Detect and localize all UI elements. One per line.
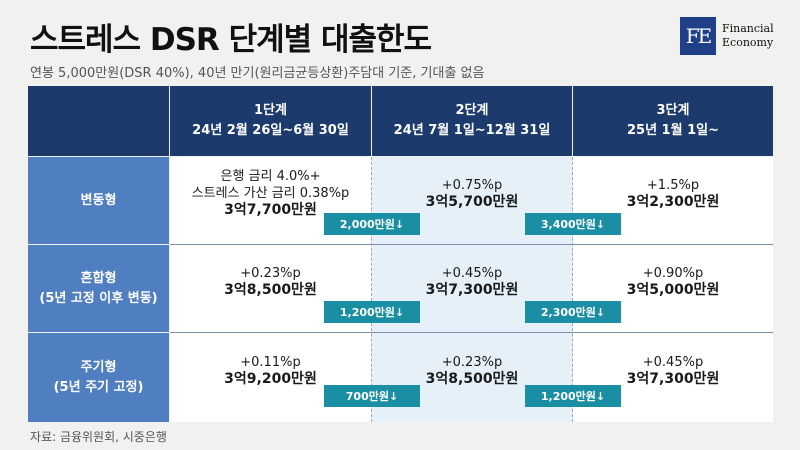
rate-increase: +0.45%p xyxy=(642,354,704,370)
rate-increase: +0.23%p xyxy=(441,354,503,370)
rate-increase: +0.45%p xyxy=(441,265,503,281)
decrease-badge: 3,400만원↓ xyxy=(525,213,621,235)
row-head-variable: 변동형 xyxy=(28,157,169,244)
cell-hybrid-stage-2: +0.45%p 3억7,300만원 xyxy=(372,245,572,332)
row-divider xyxy=(170,332,773,333)
row-name: 혼합형 xyxy=(80,270,117,286)
logo-line-2: Economy xyxy=(722,36,774,49)
row-name: 주기형 xyxy=(80,359,117,375)
loan-limit-amount: 3억7,700만원 xyxy=(224,202,317,218)
cell-periodic-stage-1: +0.11%p 3억9,200만원 xyxy=(170,333,371,422)
decrease-badge: 1,200만원↓ xyxy=(525,385,621,407)
page-title: 스트레스 DSR 단계별 대출한도 xyxy=(30,22,432,58)
loan-limit-amount: 3억7,300만원 xyxy=(626,370,720,387)
stage-1-period: 24년 2월 26일~6월 30일 xyxy=(192,123,349,138)
cell-text-line-1: 은행 금리 4.0%+ xyxy=(220,169,321,184)
row-head-periodic: 주기형 (5년 주기 고정) xyxy=(28,333,169,422)
rate-increase: +0.11%p xyxy=(240,354,301,370)
loan-limit-amount: 3억8,500만원 xyxy=(224,281,317,298)
rate-increase: +1.5%p xyxy=(646,177,700,193)
loan-limit-amount: 3억8,500만원 xyxy=(425,370,519,387)
row-subname: (5년 주기 고정) xyxy=(53,379,144,395)
logo-line-1: Financial xyxy=(722,22,774,35)
stage-2-period: 24년 7월 1일~12월 31일 xyxy=(393,123,551,138)
column-divider xyxy=(572,157,573,422)
header-stage-1: 1단계 24년 2월 26일~6월 30일 xyxy=(170,86,371,156)
loan-limit-amount: 3억2,300만원 xyxy=(626,193,720,210)
comparison-table: 1단계 24년 2월 26일~6월 30일 2단계 24년 7월 1일~12월 … xyxy=(28,86,773,422)
row-subname: (5년 고정 이후 변동) xyxy=(39,290,158,306)
source-note: 자료: 금융위원회, 시중은행 xyxy=(30,430,167,444)
logo-mark: FE xyxy=(680,17,716,55)
row-name: 변동형 xyxy=(80,192,117,208)
publisher-logo: FE Financial Economy xyxy=(680,16,774,56)
stage-3-period: 25년 1월 1일~ xyxy=(626,123,719,138)
cell-hybrid-stage-3: +0.90%p 3억5,000만원 xyxy=(573,245,773,332)
row-head-hybrid: 혼합형 (5년 고정 이후 변동) xyxy=(28,245,169,332)
stage-3-label: 3단계 xyxy=(656,103,690,118)
decrease-badge: 2,000만원↓ xyxy=(324,213,420,235)
logo-text: Financial Economy xyxy=(722,22,774,50)
loan-limit-amount: 3억5,000만원 xyxy=(626,281,720,298)
header-stage-3: 3단계 25년 1월 1일~ xyxy=(573,86,773,156)
decrease-badge: 2,300만원↓ xyxy=(525,301,621,323)
rate-increase: +0.90%p xyxy=(642,265,704,281)
header-stage-2: 2단계 24년 7월 1일~12월 31일 xyxy=(372,86,572,156)
rate-increase: +0.75%p xyxy=(441,177,503,193)
stage-1-label: 1단계 xyxy=(254,103,287,118)
loan-limit-amount: 3억7,300만원 xyxy=(425,281,519,298)
page-subtitle: 연봉 5,000만원(DSR 40%), 40년 만기(원리금균등상환)주담대 … xyxy=(30,66,485,81)
decrease-badge: 1,200만원↓ xyxy=(324,301,420,323)
header-corner xyxy=(28,86,169,156)
cell-variable-stage-3: +1.5%p 3억2,300만원 xyxy=(573,157,773,244)
cell-periodic-stage-3: +0.45%p 3억7,300만원 xyxy=(573,333,773,422)
decrease-badge: 700만원↓ xyxy=(324,385,420,407)
cell-periodic-stage-2: +0.23%p 3억8,500만원 xyxy=(372,333,572,422)
column-divider xyxy=(371,157,372,422)
loan-limit-amount: 3억5,700만원 xyxy=(425,193,519,210)
stage-2-label: 2단계 xyxy=(455,103,489,118)
loan-limit-amount: 3억9,200만원 xyxy=(224,370,317,387)
cell-text-line-2: 스트레스 가산 금리 0.38%p xyxy=(191,186,350,201)
cell-variable-stage-1: 은행 금리 4.0%+ 스트레스 가산 금리 0.38%p 3억7,700만원 xyxy=(170,157,371,244)
row-divider xyxy=(170,244,773,245)
rate-increase: +0.23%p xyxy=(240,265,301,281)
